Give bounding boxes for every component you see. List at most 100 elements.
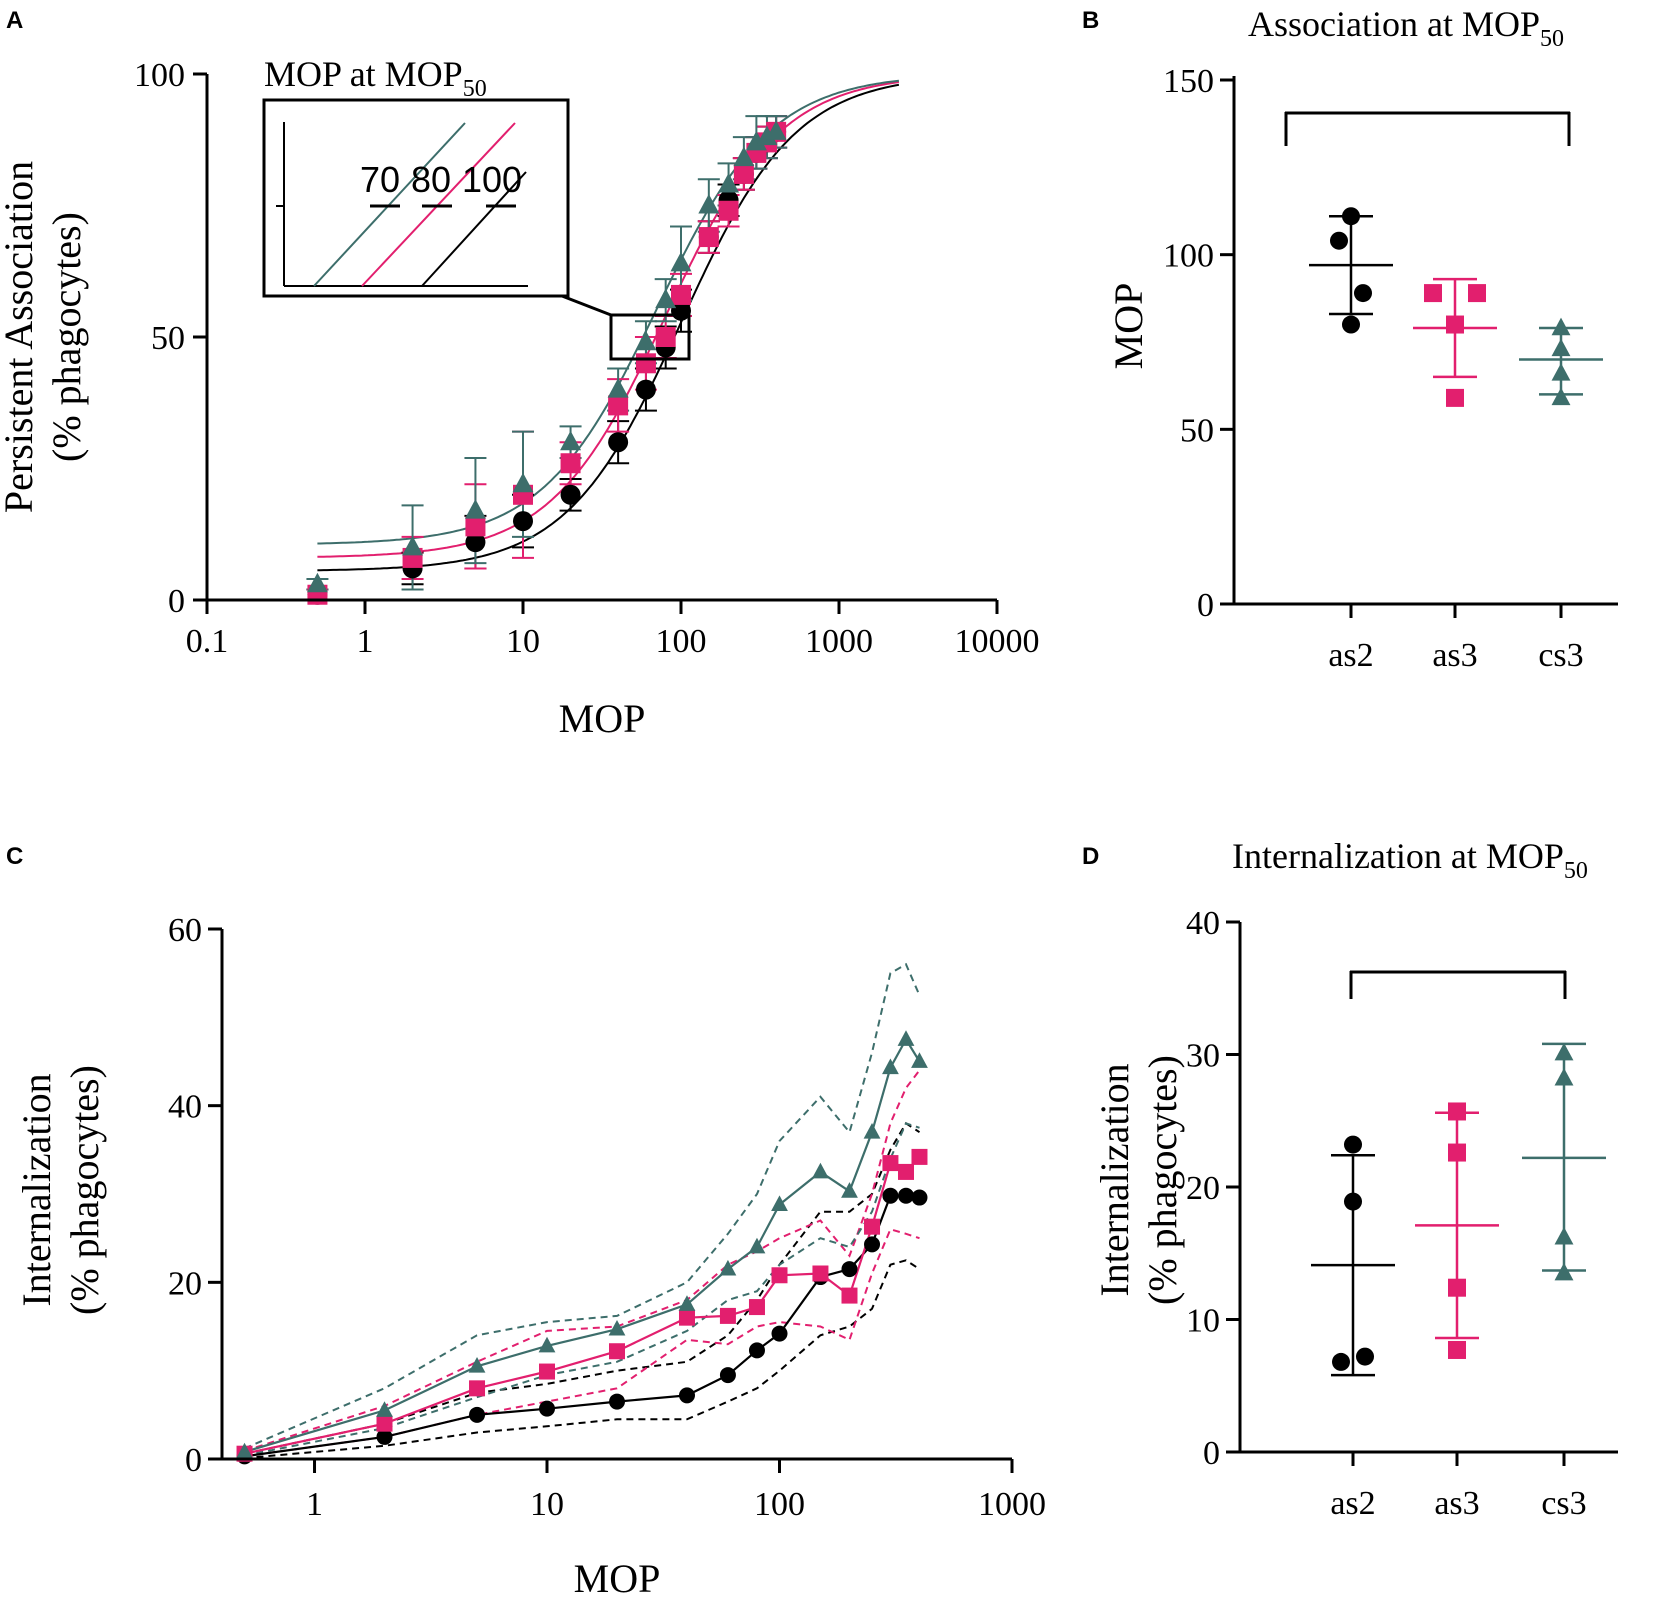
c-point-as3 <box>469 1380 486 1397</box>
a-point-as3 <box>718 200 739 221</box>
d-y-axis-label-line1: Internalization <box>1092 1063 1137 1296</box>
c-point-as2 <box>841 1261 858 1278</box>
d-point-as2 <box>1344 1135 1362 1154</box>
a-y-tick-label-0: 0 <box>168 583 185 620</box>
c-point-as2 <box>864 1236 881 1253</box>
a-x-tick-label-4: 1000 <box>805 623 873 660</box>
d-point-as3 <box>1448 1143 1466 1162</box>
b-y-tick-label-0: 0 <box>1197 587 1214 624</box>
a-x-tick-label-1: 1 <box>357 623 374 660</box>
b-point-as3 <box>1446 388 1464 407</box>
panel-d-chart: Internalization at MOP50 Internalization… <box>1092 836 1618 1522</box>
a-point-cs3 <box>635 330 657 351</box>
b-title-sub: 50 <box>1540 26 1564 52</box>
a-x-tick-label-0: 0.1 <box>186 623 229 660</box>
c-point-as2 <box>609 1393 625 1410</box>
c-y-tick-label-1: 20 <box>168 1265 202 1302</box>
d-point-as2 <box>1356 1347 1374 1366</box>
c-x-tick-label-2: 100 <box>754 1486 805 1523</box>
b-y-tick-label-1: 50 <box>1180 412 1214 449</box>
c-line-as3 <box>244 1156 921 1455</box>
c-point-cs3 <box>236 1442 253 1459</box>
c-point-as2 <box>897 1187 914 1204</box>
d-title: Internalization at MOP50 <box>1232 836 1588 884</box>
panel-c-chart: 1 10 100 1000 0 20 40 60 MOP Internalization (%… <box>14 912 1046 1601</box>
c-x-axis-label: MOP <box>574 1556 661 1601</box>
a-inset: 70 80 100 MOP at MOP50 <box>262 54 570 298</box>
d-y-tick-label-1: 10 <box>1186 1303 1220 1340</box>
c-lower-band-as2 <box>244 1259 921 1460</box>
a-point-cs3 <box>306 572 328 593</box>
c-point-cs3 <box>771 1195 788 1211</box>
d-title-sub: 50 <box>1564 858 1588 884</box>
b-y-tick-label-3: 150 <box>1163 63 1214 100</box>
a-point-cs3 <box>512 472 534 493</box>
a-inset-frame <box>262 98 570 298</box>
b-x-tick-label-0: as2 <box>1328 637 1373 674</box>
a-point-as2 <box>465 532 486 553</box>
d-x-tick-label-0: as2 <box>1330 1485 1375 1522</box>
panel-label-b: B <box>1082 7 1099 34</box>
a-point-cs3 <box>655 288 677 309</box>
a-point-cs3 <box>765 120 787 140</box>
a-point-as2 <box>560 484 581 505</box>
a-inset-line-as2 <box>421 171 527 287</box>
a-zoom-connector <box>561 294 612 317</box>
a-point-as2 <box>635 379 656 400</box>
c-y-axis-label-line1: Internalization <box>14 1073 59 1306</box>
b-point-as3 <box>1424 284 1442 303</box>
a-inset-title-sub: 50 <box>463 76 487 102</box>
a-point-as3 <box>671 284 691 305</box>
c-point-cs3 <box>863 1122 881 1139</box>
d-y-tick-label-3: 30 <box>1186 1038 1220 1075</box>
c-point-as3 <box>771 1267 788 1284</box>
d-point-as2 <box>1332 1352 1350 1371</box>
c-point-cs3 <box>812 1162 829 1179</box>
c-point-cs3 <box>911 1052 928 1068</box>
c-point-as3 <box>609 1343 625 1360</box>
panel-a-chart: 0.1 1 10 100 1000 10000 0 50 100 MOP Persistent … <box>0 54 1040 741</box>
c-point-cs3 <box>882 1058 899 1075</box>
a-inset-title-main: MOP at MOP <box>264 54 463 94</box>
c-point-cs3 <box>678 1295 696 1311</box>
d-x-tick-label-1: as3 <box>1434 1485 1479 1522</box>
a-point-as3 <box>733 163 754 184</box>
c-upper-band-as3 <box>244 1069 921 1452</box>
c-y-tick-label-0: 0 <box>185 1442 202 1479</box>
b-point-as2 <box>1342 315 1360 334</box>
b-point-cs3 <box>1551 387 1571 406</box>
a-point-as2 <box>608 432 629 453</box>
a-inset-label-70: 70 <box>360 159 400 200</box>
b-title: Association at MOP50 <box>1248 4 1564 52</box>
c-y-tick-label-2: 40 <box>168 1089 202 1126</box>
d-point-cs3 <box>1554 1262 1574 1281</box>
c-point-as2 <box>469 1406 486 1423</box>
d-y-axis-label-line2: (% phagocytes) <box>1140 1055 1185 1305</box>
c-point-cs3 <box>376 1401 393 1417</box>
b-point-as2 <box>1342 207 1360 226</box>
a-y-tick-label-1: 50 <box>151 320 185 357</box>
a-inset-title: MOP at MOP50 <box>264 54 487 102</box>
c-lower-band-cs3 <box>244 1122 920 1457</box>
c-point-as3 <box>841 1287 858 1304</box>
a-point-cs3 <box>698 194 720 214</box>
c-lower-band-as3 <box>244 1228 920 1458</box>
a-x-tick-label-3: 100 <box>656 623 707 660</box>
c-point-as2 <box>719 1367 736 1384</box>
a-zoom-box <box>609 313 691 361</box>
c-point-as3 <box>719 1307 736 1324</box>
b-point-as3 <box>1468 284 1486 303</box>
panel-label-d: D <box>1082 843 1099 870</box>
c-point-as3 <box>812 1265 829 1282</box>
c-point-cs3 <box>608 1319 626 1336</box>
a-point-cs3 <box>745 130 767 151</box>
c-point-as2 <box>771 1325 788 1342</box>
a-x-tick-label-5: 10000 <box>955 623 1040 660</box>
a-point-as3 <box>465 516 486 537</box>
a-point-as3 <box>698 227 719 248</box>
d-point-as3 <box>1448 1278 1466 1297</box>
d-point-cs3 <box>1554 1042 1574 1061</box>
b-point-cs3 <box>1551 338 1571 357</box>
